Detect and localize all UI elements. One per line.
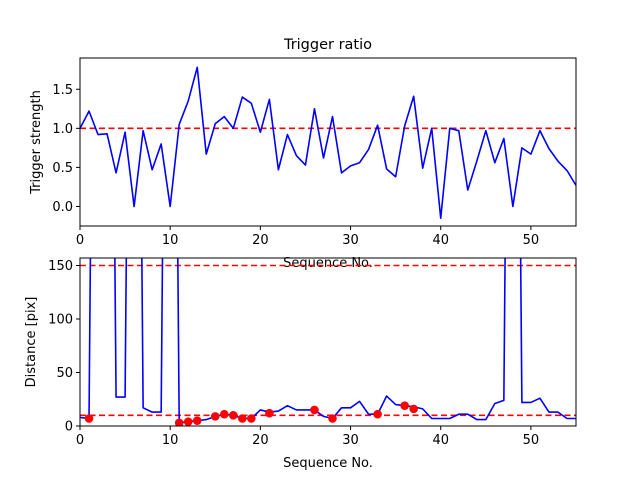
bottom-marker-point [192, 416, 202, 425]
bottom-marker-point [373, 409, 382, 419]
bottom-marker-point [183, 417, 193, 426]
bottom-x-axis: 0 10 20 30 40 50 [76, 426, 539, 448]
bottom-marker-point [265, 408, 274, 418]
bottom-plot-area [80, 258, 576, 426]
bottom-marker-point [210, 412, 220, 421]
bottom-marker-point [238, 414, 247, 423]
chart-distance: 0 10 20 30 40 50 0 50 100 150 Sequence No. Dista… [24, 257, 577, 471]
bottom-x-axis-label: Sequence No. [283, 456, 373, 471]
bottom-marker-point [247, 414, 256, 423]
bottom-series-line-0 [80, 258, 576, 424]
top-y-tick-label: 1.0 [52, 122, 73, 137]
top-y-tick-label: 1.5 [52, 83, 73, 98]
top-y-tick-label: 0.0 [52, 200, 73, 215]
bottom-marker-point [174, 418, 184, 426]
chart-trigger-ratio: 0 10 20 30 40 50 0.0 0.5 1.0 1.5 Trigger ratio S… [29, 37, 577, 271]
bottom-marker-point [229, 410, 238, 420]
bottom-y-axis-label: Distance [pix] [24, 297, 39, 388]
bottom-marker-point [84, 414, 94, 423]
bottom-y-axis: 0 50 100 150 [48, 259, 80, 435]
bottom-x-tick-label: 0 [76, 433, 84, 448]
bottom-y-tick-label: 100 [48, 312, 73, 327]
top-axes-frame [79, 57, 577, 227]
bottom-marker-point [310, 405, 319, 415]
top-x-tick-label: 40 [432, 233, 449, 248]
top-chart-title: Trigger ratio [283, 37, 372, 53]
top-y-axis: 0.0 0.5 1.0 1.5 [52, 83, 80, 215]
top-x-axis-label: Sequence No. [283, 256, 373, 271]
top-y-tick-label: 0.5 [52, 161, 73, 176]
bottom-y-tick-label: 0 [65, 420, 73, 435]
bottom-x-tick-label: 50 [523, 433, 540, 448]
top-x-tick-label: 50 [523, 233, 540, 248]
bottom-y-tick-label: 50 [56, 366, 73, 381]
top-plot-area [80, 66, 576, 219]
top-x-tick-label: 10 [162, 233, 179, 248]
bottom-marker-point [409, 404, 418, 414]
bottom-x-tick-label: 40 [432, 433, 449, 448]
bottom-x-tick-label: 30 [342, 433, 359, 448]
top-x-tick-label: 0 [76, 233, 84, 248]
bottom-x-tick-label: 20 [252, 433, 269, 448]
bottom-marker-point [400, 401, 409, 410]
bottom-axes-frame [79, 257, 577, 427]
top-x-axis: 0 10 20 30 40 50 [76, 226, 539, 248]
bottom-marker-point [328, 414, 337, 423]
top-series-line-0 [80, 66, 576, 219]
top-x-tick-label: 30 [342, 233, 359, 248]
bottom-x-tick-label: 10 [162, 433, 179, 448]
bottom-marker-point [219, 409, 229, 419]
top-y-axis-label: Trigger strength [29, 90, 44, 195]
bottom-y-tick-label: 150 [48, 259, 73, 274]
top-x-tick-label: 20 [252, 233, 269, 248]
